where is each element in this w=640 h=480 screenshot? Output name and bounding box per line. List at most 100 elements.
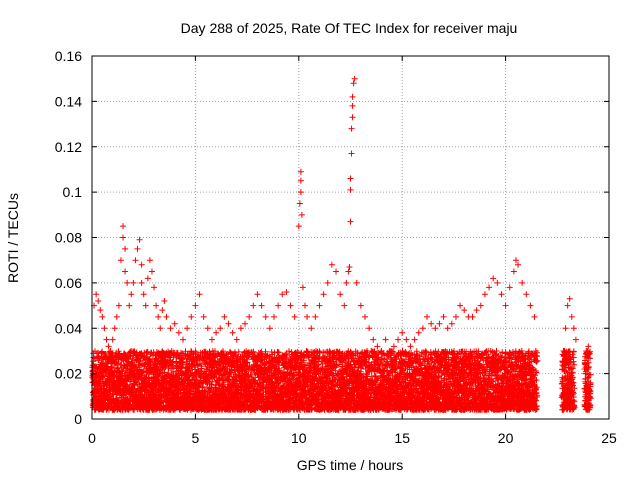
data-point (411, 336, 418, 343)
data-point (155, 313, 162, 320)
data-point (473, 307, 480, 314)
data-point (348, 150, 355, 157)
data-point (461, 307, 468, 314)
data-point (572, 336, 579, 343)
data-point (486, 284, 493, 291)
x-tick-label: 10 (291, 430, 307, 446)
data-point (229, 329, 236, 336)
data-point (246, 313, 253, 320)
data-point (452, 313, 459, 320)
data-point (188, 313, 195, 320)
y-tick-label: 0.06 (55, 275, 82, 291)
data-point (111, 325, 118, 332)
data-point (184, 325, 191, 332)
data-point (105, 343, 112, 350)
data-point (136, 236, 143, 243)
data-point (366, 325, 373, 332)
data-point (349, 102, 356, 109)
gridlines (92, 56, 609, 419)
data-point (97, 307, 104, 314)
data-point (291, 313, 298, 320)
data-point (502, 302, 509, 309)
data-point (560, 347, 567, 354)
data-point (128, 291, 135, 298)
data-point (142, 302, 149, 309)
data-point (324, 279, 331, 286)
data-point (196, 291, 203, 298)
data-point (378, 347, 385, 354)
data-point (564, 302, 571, 309)
y-tick-label: 0.1 (63, 184, 83, 200)
data-point (192, 302, 199, 309)
data-point (296, 200, 303, 207)
data-point (138, 261, 145, 268)
data-point (93, 291, 100, 298)
data-point (258, 302, 265, 309)
data-point (374, 343, 381, 350)
data-point (275, 302, 282, 309)
data-point (138, 279, 145, 286)
data-point (370, 336, 377, 343)
data-point (444, 325, 451, 332)
data-point (122, 268, 129, 275)
data-point (415, 329, 422, 336)
data-point (490, 275, 497, 282)
y-tick-label: 0.16 (55, 48, 82, 64)
data-point (419, 325, 426, 332)
data-point (109, 336, 116, 343)
y-tick-label: 0 (74, 411, 82, 427)
data-point (350, 80, 357, 87)
data-point (262, 313, 269, 320)
x-tick-label: 15 (394, 430, 410, 446)
data-point (494, 279, 501, 286)
data-point (562, 325, 569, 332)
data-point (469, 313, 476, 320)
data-point (349, 114, 356, 121)
data-point (566, 295, 573, 302)
x-axis-label: GPS time / hours (297, 457, 404, 473)
data-point (570, 325, 577, 332)
data-point (213, 329, 220, 336)
y-axis-ticks: 0 0.02 0.04 0.06 0.08 0.1 0.12 0.14 0.16 (55, 48, 609, 427)
data-point (95, 298, 102, 305)
data-point (163, 313, 170, 320)
data-point (349, 93, 356, 100)
data-point (299, 284, 306, 291)
y-tick-label: 0.02 (55, 366, 82, 382)
data-point (506, 284, 513, 291)
data-point (308, 325, 315, 332)
data-point (510, 268, 517, 275)
data-point (395, 336, 402, 343)
data-point (279, 291, 286, 298)
data-point (124, 279, 131, 286)
data-point (382, 336, 389, 343)
data-point (527, 302, 534, 309)
data-point (179, 336, 186, 343)
data-point (171, 320, 178, 327)
data-point (523, 291, 530, 298)
data-point (157, 325, 164, 332)
data-point (568, 313, 575, 320)
data-point (347, 186, 354, 193)
data-point (304, 313, 311, 320)
data-point (120, 234, 127, 241)
data-point (348, 125, 355, 132)
data-point (126, 302, 133, 309)
data-point (302, 302, 309, 309)
x-tick-label: 5 (192, 430, 200, 446)
data-point (140, 291, 147, 298)
data-point (167, 325, 174, 332)
data-point (457, 302, 464, 309)
data-point (144, 275, 151, 282)
data-point (99, 313, 106, 320)
data-point (347, 175, 354, 182)
data-point (250, 302, 257, 309)
data-point (347, 218, 354, 225)
data-point (107, 347, 114, 354)
data-point (333, 268, 340, 275)
data-point (151, 284, 158, 291)
data-point (341, 302, 348, 309)
data-point (583, 347, 590, 354)
data-point (351, 75, 358, 82)
